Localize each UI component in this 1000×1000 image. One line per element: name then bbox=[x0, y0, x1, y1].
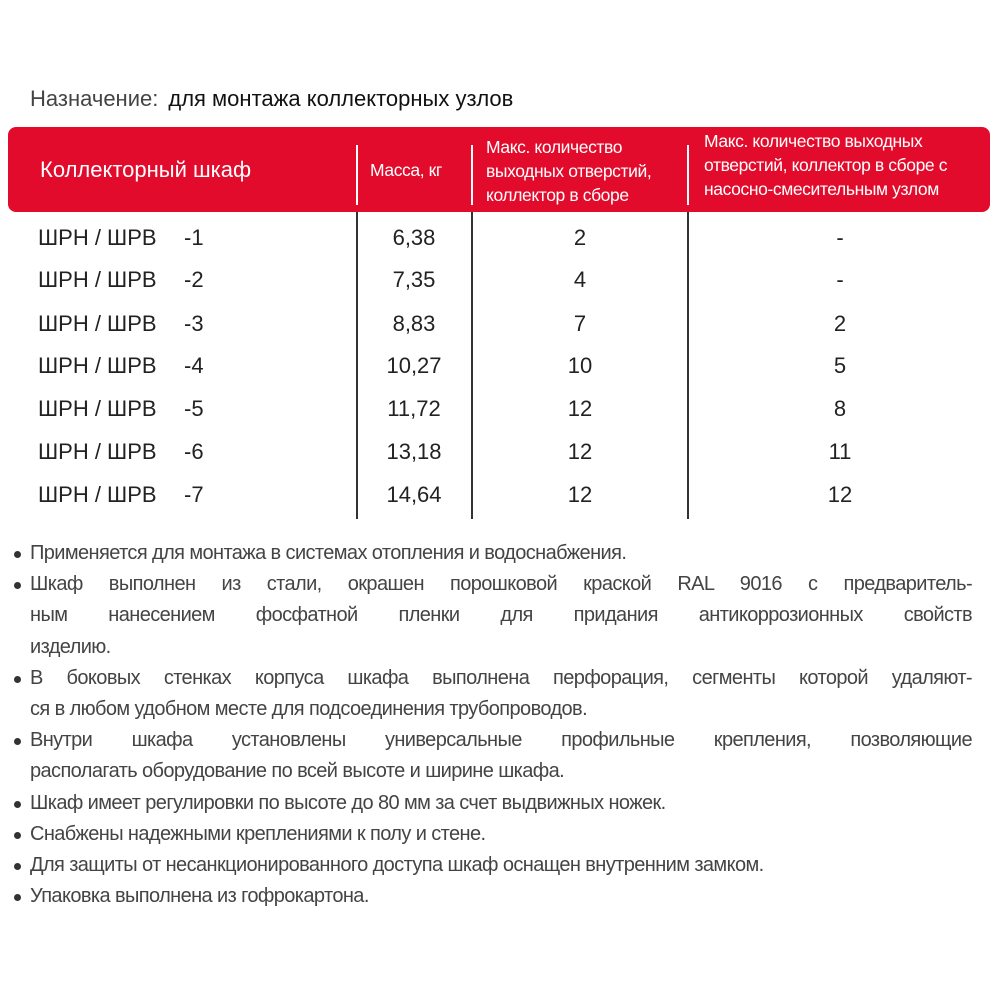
row-model: ШРН / ШРВ bbox=[38, 439, 157, 464]
header-outlets-pump-line: насосно-смесительным узлом bbox=[704, 179, 939, 199]
purpose-line: Назначение: для монтажа коллекторных узло… bbox=[30, 86, 513, 112]
row-outlets-pump: 8 bbox=[833, 396, 847, 421]
list-item: Внутри шкафа установлены универсальные п… bbox=[12, 725, 972, 756]
feature-list: Применяется для монтажа в системах отопл… bbox=[12, 538, 972, 912]
row-outlets-pump: 2 bbox=[833, 311, 847, 336]
list-item-continuation: изделию. bbox=[12, 632, 972, 663]
row-outlets-pump: 12 bbox=[827, 482, 853, 507]
header-cabinet: Коллекторный шкаф bbox=[40, 156, 252, 182]
row-suffix: -3 bbox=[184, 311, 204, 336]
row-model: ШРН / ШРВ bbox=[38, 396, 157, 421]
bullet-icon bbox=[14, 675, 21, 683]
row-model: ШРН / ШРВ bbox=[38, 482, 157, 507]
bullet-icon bbox=[14, 894, 21, 902]
row-suffix: -2 bbox=[184, 267, 204, 292]
header-outlets-pump-line: отверстий, коллектор в сборе с bbox=[704, 155, 948, 175]
header-outlets-line: коллектор в сборе bbox=[486, 185, 629, 205]
list-item-text: Внутри шкафа установлены универсальные п… bbox=[30, 729, 972, 752]
table-row: ШРН / ШРВ -1 6,38 2 - bbox=[0, 215, 1000, 258]
list-item-text: Применяется для монтажа в системах отопл… bbox=[30, 542, 627, 564]
list-item-text: ся в любом удобном месте для подсоединен… bbox=[30, 697, 588, 720]
list-item: В боковых стенках корпуса шкафа выполнен… bbox=[12, 663, 972, 694]
column-divider bbox=[687, 212, 689, 519]
list-item-text: Для защиты от несанкционированного досту… bbox=[30, 853, 764, 876]
table-row: ШРН / ШРВ -7 14,64 12 12 bbox=[0, 472, 1000, 515]
bullet-icon bbox=[14, 800, 21, 808]
list-item-text: В боковых стенках корпуса шкафа выполнен… bbox=[30, 666, 972, 689]
row-suffix: -6 bbox=[184, 439, 204, 464]
list-item-continuation: располагать оборудование по всей высоте … bbox=[12, 756, 972, 787]
purpose-value: для монтажа коллекторных узлов bbox=[168, 86, 514, 111]
table-row: ШРН / ШРВ -3 8,83 7 2 bbox=[0, 301, 1000, 344]
list-item-text: располагать оборудование по всей высоте … bbox=[30, 760, 565, 783]
row-suffix: -1 bbox=[184, 225, 204, 250]
table-row: ШРН / ШРВ -5 11,72 12 8 bbox=[0, 386, 1000, 429]
header-outlets-line: выходных отверстий, bbox=[486, 161, 652, 181]
purpose-label: Назначение: bbox=[30, 86, 159, 111]
bullet-icon bbox=[14, 738, 21, 746]
row-suffix: -4 bbox=[184, 353, 204, 378]
row-outlets: 4 bbox=[573, 267, 587, 292]
header-divider bbox=[471, 145, 473, 205]
header-outlets-pump: Макс. количество выходных отверстий, кол… bbox=[704, 129, 947, 201]
list-item-text: Снабжены надежными креплениями к полу и … bbox=[30, 822, 486, 845]
row-outlets: 12 bbox=[567, 396, 593, 421]
header-outlets: Макс. количество выходных отверстий, кол… bbox=[486, 135, 652, 207]
row-mass: 8,83 bbox=[392, 311, 436, 336]
row-model: ШРН / ШРВ bbox=[38, 311, 157, 336]
list-item: Шкаф выполнен из стали, окрашен порошков… bbox=[12, 569, 972, 600]
list-item: Применяется для монтажа в системах отопл… bbox=[12, 538, 972, 569]
list-item: Шкаф имеет регулировки по высоте до 80 м… bbox=[12, 788, 972, 819]
table-row: ШРН / ШРВ -2 7,35 4 - bbox=[0, 257, 1000, 300]
header-mass: Масса, кг bbox=[370, 159, 442, 180]
row-mass: 14,64 bbox=[386, 482, 442, 507]
row-mass: 6,38 bbox=[392, 225, 436, 250]
row-outlets-pump: 5 bbox=[833, 353, 847, 378]
row-outlets: 12 bbox=[567, 482, 593, 507]
header-divider bbox=[356, 145, 358, 205]
list-item-continuation: ся в любом удобном месте для подсоединен… bbox=[12, 694, 972, 725]
list-item-text: Шкаф имеет регулировки по высоте до 80 м… bbox=[30, 791, 666, 814]
row-mass: 10,27 bbox=[386, 353, 442, 378]
list-item-continuation: ным нанесением фосфатной пленки для прид… bbox=[12, 600, 972, 631]
row-outlets-pump: - bbox=[836, 225, 844, 250]
row-outlets-pump: 11 bbox=[828, 439, 852, 464]
row-mass: 7,35 bbox=[392, 267, 436, 292]
list-item-text: Шкаф выполнен из стали, окрашен порошков… bbox=[30, 573, 972, 596]
row-outlets-pump: - bbox=[836, 267, 844, 292]
column-divider bbox=[356, 212, 358, 519]
bullet-icon bbox=[14, 831, 21, 839]
list-item: Упаковка выполнена из гофрокартона. bbox=[12, 881, 972, 912]
row-outlets: 7 bbox=[573, 311, 587, 336]
bullet-icon bbox=[14, 582, 21, 590]
table-header: Коллекторный шкаф Масса, кг Макс. количе… bbox=[8, 127, 990, 212]
list-item: Снабжены надежными креплениями к полу и … bbox=[12, 819, 972, 850]
header-outlets-pump-line: Макс. количество выходных bbox=[704, 131, 923, 151]
header-divider bbox=[687, 145, 689, 205]
row-outlets: 2 bbox=[573, 225, 587, 250]
row-suffix: -7 bbox=[184, 482, 204, 507]
row-mass: 11,72 bbox=[387, 396, 441, 421]
list-item-text: изделию. bbox=[30, 635, 111, 658]
row-mass: 13,18 bbox=[386, 439, 442, 464]
row-model: ШРН / ШРВ bbox=[38, 353, 157, 378]
row-outlets: 10 bbox=[567, 353, 593, 378]
list-item-text: ным нанесением фосфатной пленки для прид… bbox=[30, 604, 972, 627]
list-item-text: Упаковка выполнена из гофрокартона. bbox=[30, 885, 369, 908]
row-outlets: 12 bbox=[567, 439, 593, 464]
header-outlets-line: Макс. количество bbox=[486, 137, 623, 157]
list-item: Для защиты от несанкционированного досту… bbox=[12, 850, 972, 881]
bullet-icon bbox=[14, 862, 21, 870]
table-row: ШРН / ШРВ -4 10,27 10 5 bbox=[0, 343, 1000, 386]
row-model: ШРН / ШРВ bbox=[38, 267, 157, 292]
row-model: ШРН / ШРВ bbox=[38, 225, 157, 250]
table-row: ШРН / ШРВ -6 13,18 12 11 bbox=[0, 429, 1000, 472]
bullet-icon bbox=[14, 551, 21, 558]
row-suffix: -5 bbox=[184, 396, 204, 421]
column-divider bbox=[471, 212, 473, 519]
